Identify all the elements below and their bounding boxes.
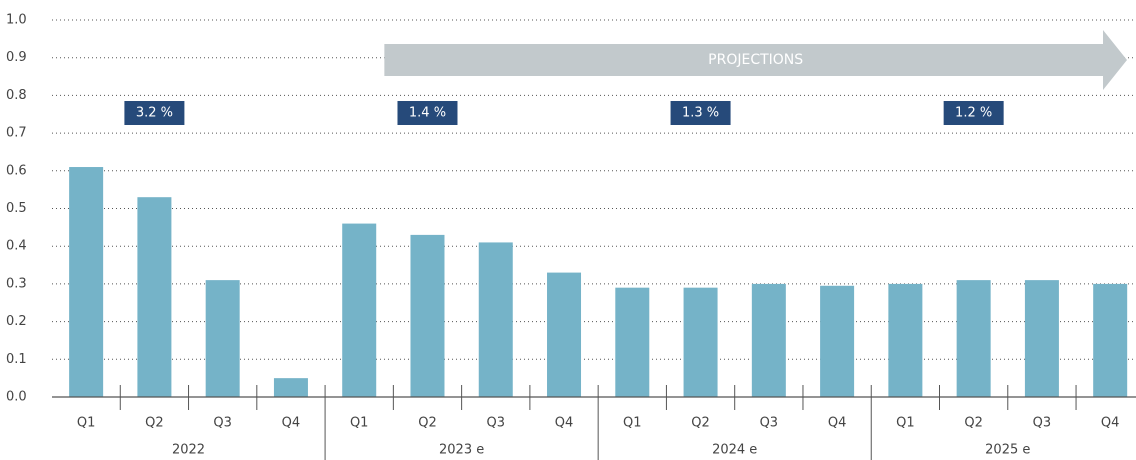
growth-label: 1.2 % [955, 106, 992, 121]
growth-badge [943, 101, 1004, 125]
x-tick-label: Q3 [1033, 416, 1052, 431]
bar [547, 272, 582, 397]
growth-label: 3.2 % [136, 106, 173, 121]
bar [888, 283, 923, 397]
x-tick-label: Q1 [77, 416, 96, 431]
x-tick-label: Q1 [896, 416, 915, 431]
growth-badge [124, 101, 185, 125]
x-tick-label: Q4 [1101, 416, 1120, 431]
y-tick-label: 1.0 [6, 13, 27, 28]
bar [137, 197, 172, 397]
x-tick-label: Q2 [418, 416, 437, 431]
y-tick-label: 0.3 [6, 276, 27, 291]
bar [1093, 283, 1128, 397]
y-tick-label: 0.8 [6, 88, 27, 103]
y-tick-label: 0.5 [6, 201, 27, 216]
growth-label: 1.4 % [409, 106, 446, 121]
bar [820, 285, 855, 397]
x-tick-label: Q2 [145, 416, 164, 431]
bar [1024, 280, 1059, 397]
y-tick-label: 0.7 [6, 126, 27, 141]
y-tick-label: 0.0 [6, 390, 27, 405]
projection-arrow [384, 30, 1128, 90]
y-tick-label: 0.4 [6, 239, 27, 254]
x-tick-label: Q3 [486, 416, 505, 431]
x-tick-label: Q2 [691, 416, 710, 431]
group-label: 2022 [172, 443, 205, 458]
bar [478, 242, 513, 397]
projection-label: PROJECTIONS [708, 52, 803, 68]
bar [69, 167, 104, 397]
x-tick-label: Q4 [555, 416, 574, 431]
bar [273, 378, 308, 397]
bar [956, 280, 991, 397]
growth-label: 1.3 % [682, 106, 719, 121]
x-tick-label: Q4 [282, 416, 301, 431]
y-tick-label: 0.2 [6, 314, 27, 329]
group-label: 2025 e [985, 443, 1030, 458]
growth-badge [670, 101, 731, 125]
bar [751, 283, 786, 397]
bar [342, 223, 377, 397]
growth-badge [397, 101, 458, 125]
bar [615, 287, 650, 397]
x-tick-label: Q3 [213, 416, 232, 431]
bar [410, 234, 445, 397]
y-tick-label: 0.9 [6, 50, 27, 65]
group-label: 2024 e [712, 443, 757, 458]
y-tick-label: 0.1 [6, 352, 27, 367]
x-tick-label: Q1 [623, 416, 642, 431]
x-tick-label: Q2 [964, 416, 983, 431]
bar [205, 280, 240, 397]
x-tick-label: Q3 [760, 416, 779, 431]
y-tick-label: 0.6 [6, 163, 27, 178]
x-tick-label: Q1 [350, 416, 369, 431]
x-tick-label: Q4 [828, 416, 847, 431]
bar [683, 287, 718, 397]
group-label: 2023 e [439, 443, 484, 458]
